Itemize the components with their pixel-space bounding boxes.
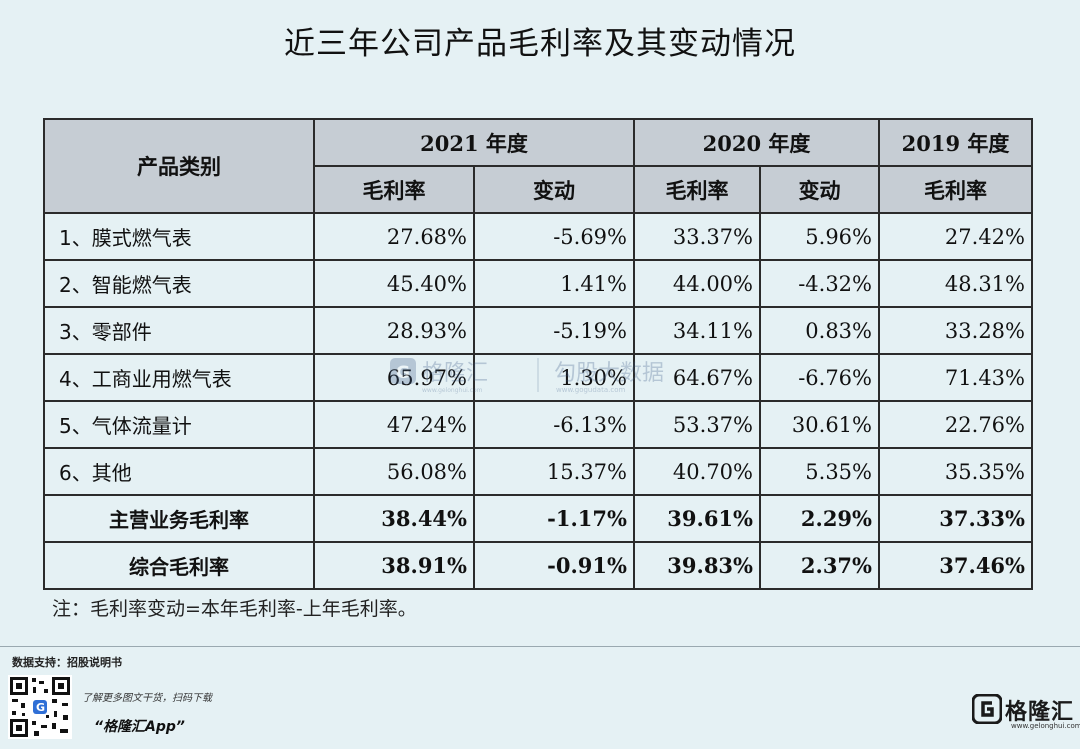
cell-value: 71.43% <box>878 353 1033 402</box>
cell-value: 44.00% <box>633 259 761 308</box>
cell-value: 39.83% <box>633 541 761 590</box>
table-row: 5、气体流量计 47.24% -6.13% 53.37% 30.61% 22.7… <box>43 400 1033 449</box>
sub-header-margin-2020: 毛利率 <box>633 165 761 214</box>
sub-header-change-2021: 变动 <box>473 165 635 214</box>
cell-value: 2.37% <box>759 541 880 590</box>
row-label: 综合毛利率 <box>43 541 315 590</box>
footer-divider <box>0 646 1080 647</box>
data-source: 数据支持：招股说明书 <box>12 656 122 669</box>
brand-url: www.gelonghui.com <box>1011 722 1080 730</box>
cell-value: 38.91% <box>313 541 475 590</box>
cell-value: -5.69% <box>473 212 635 261</box>
cell-value: 5.35% <box>759 447 880 496</box>
table-row: 4、工商业用燃气表 65.97% 1.30% 64.67% -6.76% 71.… <box>43 353 1033 402</box>
row-label: 3、零部件 <box>43 306 315 355</box>
cell-value: -6.76% <box>759 353 880 402</box>
cell-value: 40.70% <box>633 447 761 496</box>
cell-value: 0.83% <box>759 306 880 355</box>
year-header-2021: 2021 年度 <box>313 118 635 167</box>
gross-margin-table: 产品类别 2021 年度 2020 年度 2019 年度 毛利率 变动 毛利率 … <box>43 118 1033 590</box>
row-label: 2、智能燃气表 <box>43 259 315 308</box>
table-note: 注：毛利率变动=本年毛利率-上年毛利率。 <box>52 598 417 620</box>
cell-value: 28.93% <box>313 306 475 355</box>
row-label: 主营业务毛利率 <box>43 494 315 543</box>
cell-value: 48.31% <box>878 259 1033 308</box>
table-row: 6、其他 56.08% 15.37% 40.70% 5.35% 35.35% <box>43 447 1033 496</box>
cell-value: 27.42% <box>878 212 1033 261</box>
cell-value: 65.97% <box>313 353 475 402</box>
table-row: 1、膜式燃气表 27.68% -5.69% 33.37% 5.96% 27.42… <box>43 212 1033 261</box>
qr-code-icon: G <box>8 675 72 739</box>
cell-value: -5.19% <box>473 306 635 355</box>
cell-value: 39.61% <box>633 494 761 543</box>
cell-value: 53.37% <box>633 400 761 449</box>
year-header-2020: 2020 年度 <box>633 118 880 167</box>
cell-value: 1.41% <box>473 259 635 308</box>
cell-value: 5.96% <box>759 212 880 261</box>
cell-value: -6.13% <box>473 400 635 449</box>
cell-value: 33.28% <box>878 306 1033 355</box>
cell-value: 30.61% <box>759 400 880 449</box>
cell-value: 27.68% <box>313 212 475 261</box>
promo-line: 了解更多图文干货，扫码下载 <box>82 693 212 704</box>
app-name: “格隆汇App” <box>94 719 185 735</box>
cell-value: 45.40% <box>313 259 475 308</box>
sub-header-change-2020: 变动 <box>759 165 880 214</box>
row-label: 1、膜式燃气表 <box>43 212 315 261</box>
cell-value: 37.33% <box>878 494 1033 543</box>
cell-value: 33.37% <box>633 212 761 261</box>
cell-value: 37.46% <box>878 541 1033 590</box>
gelonghui-logo-icon <box>972 694 1002 724</box>
cell-value: 22.76% <box>878 400 1033 449</box>
table-row: 2、智能燃气表 45.40% 1.41% 44.00% -4.32% 48.31… <box>43 259 1033 308</box>
row-label: 6、其他 <box>43 447 315 496</box>
cell-value: 47.24% <box>313 400 475 449</box>
category-header: 产品类别 <box>43 118 315 214</box>
page-title: 近三年公司产品毛利率及其变动情况 <box>284 26 796 62</box>
brand-name: 格隆汇 <box>1005 700 1075 725</box>
summary-row: 综合毛利率 38.91% -0.91% 39.83% 2.37% 37.46% <box>43 541 1033 590</box>
cell-value: 64.67% <box>633 353 761 402</box>
cell-value: 35.35% <box>878 447 1033 496</box>
table-row: 3、零部件 28.93% -5.19% 34.11% 0.83% 33.28% <box>43 306 1033 355</box>
cell-value: 2.29% <box>759 494 880 543</box>
cell-value: 56.08% <box>313 447 475 496</box>
cell-value: 1.30% <box>473 353 635 402</box>
summary-row: 主营业务毛利率 38.44% -1.17% 39.61% 2.29% 37.33… <box>43 494 1033 543</box>
cell-value: -0.91% <box>473 541 635 590</box>
row-label: 4、工商业用燃气表 <box>43 353 315 402</box>
svg-text:G: G <box>36 701 45 714</box>
cell-value: 15.37% <box>473 447 635 496</box>
sub-header-margin-2019: 毛利率 <box>878 165 1033 214</box>
cell-value: 38.44% <box>313 494 475 543</box>
cell-value: 34.11% <box>633 306 761 355</box>
sub-header-margin-2021: 毛利率 <box>313 165 475 214</box>
row-label: 5、气体流量计 <box>43 400 315 449</box>
year-header-2019: 2019 年度 <box>878 118 1033 167</box>
cell-value: -4.32% <box>759 259 880 308</box>
cell-value: -1.17% <box>473 494 635 543</box>
